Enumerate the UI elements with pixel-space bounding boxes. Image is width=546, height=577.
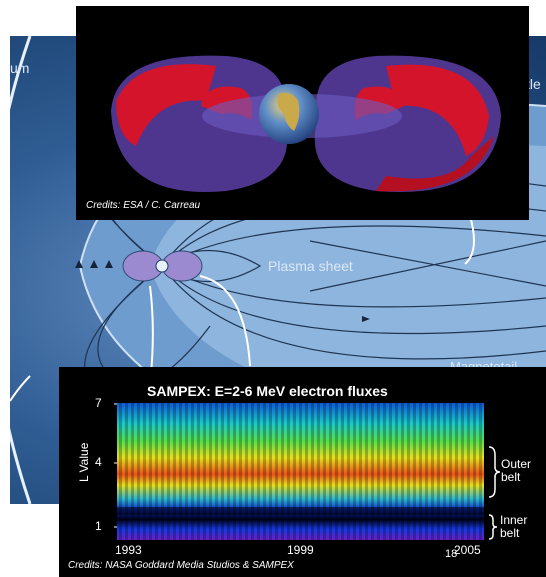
belts-image-credit: Credits: ESA / C. Carreau (86, 200, 201, 211)
x-tick-2005: 2005 (454, 543, 481, 557)
radiation-belts-illustration (111, 55, 501, 193)
sampex-heatmap (114, 403, 501, 540)
radiation-belts-image: Credits: ESA / C. Carreau (76, 6, 529, 220)
y-tick-7: 7 (95, 396, 102, 410)
plasma-sheet-label: Plasma sheet (268, 258, 353, 274)
magnetosphere-right-label: tle (526, 76, 541, 92)
sampex-chart: SAMPEX: E=2-6 MeV electron fluxes L Valu… (59, 367, 546, 577)
outer-belt-label: Outer belt (501, 457, 532, 484)
magnetosphere-left-label: um (10, 60, 30, 76)
slide-number: 18 (445, 548, 458, 560)
y-tick-4: 4 (95, 455, 102, 469)
sampex-credit: Credits: NASA Goddard Media Studios & SA… (68, 560, 294, 571)
y-axis-label: L Value (77, 442, 91, 482)
chart-title: SAMPEX: E=2-6 MeV electron fluxes (147, 383, 388, 399)
x-tick-1999: 1999 (287, 543, 314, 557)
inner-belt-label: Inner belt (500, 513, 528, 540)
y-tick-1: 1 (95, 519, 102, 533)
x-tick-1993: 1993 (115, 543, 142, 557)
